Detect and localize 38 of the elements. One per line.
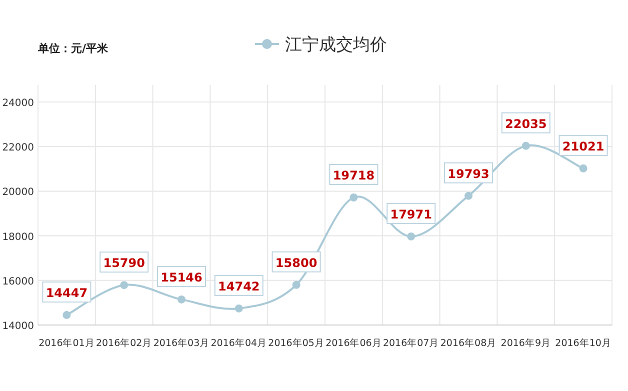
x-tick-label: 2016年04月 bbox=[210, 337, 268, 349]
legend-label: 江宁成交均价 bbox=[285, 35, 387, 55]
y-tick-label: 18000 bbox=[2, 232, 34, 243]
point bbox=[178, 295, 186, 304]
x-tick-label: 2016年07月 bbox=[382, 337, 440, 349]
x-tick-label: 2016年10月 bbox=[555, 337, 612, 349]
data-label: 22035 bbox=[505, 116, 547, 131]
y-tick-label: 14000 bbox=[2, 321, 34, 332]
point bbox=[120, 281, 128, 290]
x-tick-label: 2016年03月 bbox=[153, 337, 210, 349]
x-tick-label: 2016年06月 bbox=[326, 337, 382, 349]
x-tick-label: 2016年01月 bbox=[38, 337, 95, 349]
y-tick-label: 16000 bbox=[2, 276, 34, 288]
data-label: 14447 bbox=[46, 286, 88, 300]
data-label: 14742 bbox=[218, 279, 260, 294]
x-tick-label: 2016年9月 bbox=[500, 337, 552, 349]
x-tick-label: 2016年08月 bbox=[440, 337, 497, 349]
data-label: 19718 bbox=[332, 168, 375, 182]
point bbox=[62, 311, 71, 320]
y-tick-label: 20000 bbox=[2, 187, 34, 198]
data-label: 15790 bbox=[103, 256, 145, 270]
y-tick-label: 22000 bbox=[2, 142, 34, 154]
point bbox=[464, 192, 472, 200]
point bbox=[579, 164, 588, 172]
point bbox=[407, 232, 416, 240]
point bbox=[234, 304, 243, 312]
data-label: 15146 bbox=[160, 270, 202, 284]
data-label: 17971 bbox=[390, 207, 432, 222]
data-label: 21021 bbox=[562, 139, 604, 154]
point bbox=[522, 142, 530, 150]
point bbox=[292, 280, 300, 289]
data-label: 15800 bbox=[275, 256, 318, 270]
point bbox=[350, 193, 358, 202]
x-tick-label: 2016年02月 bbox=[96, 337, 152, 349]
y-tick-label: 24000 bbox=[2, 98, 34, 109]
data-label: 19793 bbox=[448, 166, 490, 181]
x-tick-label: 2016年05月 bbox=[268, 337, 324, 349]
text: 单位：元/平米 bbox=[37, 42, 110, 55]
